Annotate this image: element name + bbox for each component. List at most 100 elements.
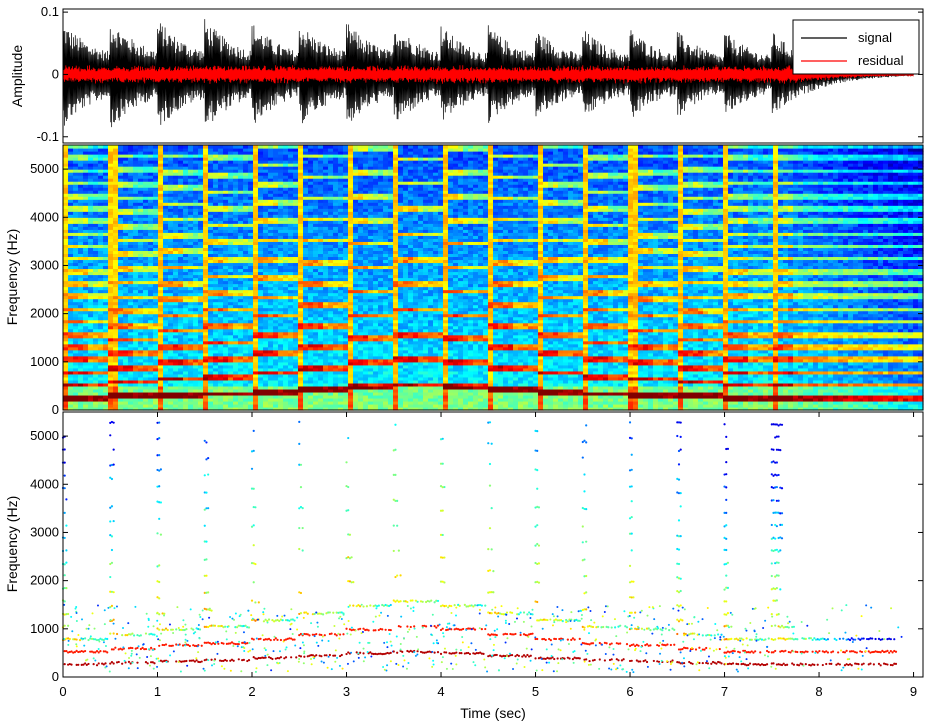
spectrogram-cell (138, 226, 144, 230)
spectrogram-cell (168, 355, 174, 360)
spectrogram-cell (143, 349, 149, 354)
spectrogram-cell (128, 247, 134, 251)
spectrogram-cell (138, 229, 144, 233)
spectrogram-cell (148, 184, 154, 188)
spectrogram-cell (103, 268, 109, 273)
spectrogram-cell (213, 166, 219, 170)
spectrogram-cell (118, 190, 124, 194)
spectrogram-cell (208, 361, 214, 366)
spectrogram-cell (83, 358, 89, 363)
spectrogram-cell (173, 358, 179, 363)
spectrogram-cell (218, 400, 224, 405)
spectrogram-cell (63, 154, 69, 158)
spectrogram-cell (153, 274, 159, 279)
spectrogram-cell (158, 214, 164, 218)
spectrogram-cell (138, 391, 144, 396)
spectrogram-cell (198, 163, 204, 167)
spectrogram-cell (213, 172, 219, 176)
spectrogram-cell (88, 241, 94, 245)
spectrogram-cell (128, 256, 134, 261)
spectrogram-cell (73, 235, 79, 239)
spectrogram-cell (138, 397, 144, 402)
spectrogram-cell (158, 169, 164, 173)
spectrogram-cell (68, 160, 74, 164)
spectrogram-cell (73, 244, 79, 248)
spectrogram-cell (168, 166, 174, 170)
spectrogram-cell (68, 226, 74, 230)
spectrogram-cell (228, 355, 234, 360)
spectrogram-cell (108, 181, 114, 185)
waveform-y-axis-label: Amplitude (9, 45, 25, 107)
spectrogram-cell (143, 304, 149, 309)
spectrogram-cell (133, 400, 139, 405)
spectrogram-cell (233, 370, 239, 375)
spectrogram-cell (228, 229, 234, 233)
spectrogram-cell (83, 346, 89, 351)
spectrogram-cell (118, 388, 124, 393)
spectrogram-cell (153, 352, 159, 357)
spectrogram-cell (148, 193, 154, 197)
spectrogram-cell (203, 268, 209, 273)
spectrogram-cell (163, 280, 169, 285)
spectrogram-cell (78, 232, 84, 236)
spectrogram-cell (148, 220, 154, 224)
spectrogram-cell (238, 379, 244, 384)
spectrogram-cell (233, 337, 239, 342)
spectrogram-cell (218, 319, 224, 324)
spectrogram-cell (83, 154, 89, 158)
spectrogram-cell (133, 169, 139, 173)
spectrogram-cell (133, 316, 139, 321)
spectrogram-cell (193, 154, 199, 158)
spectrogram-cell (73, 307, 79, 312)
spectrogram-cell (223, 196, 229, 200)
spectrogram-cell (73, 274, 79, 279)
spectrogram-cell (178, 172, 184, 176)
spectrogram-cell (208, 169, 214, 173)
spectrogram-cell (108, 229, 114, 233)
spectrogram-cell (213, 406, 219, 411)
spectrogram-cell (173, 199, 179, 203)
spectrogram-cell (113, 304, 119, 309)
spectrogram-cell (233, 184, 239, 188)
spectrogram-cell (158, 145, 164, 149)
spectrogram-cell (193, 322, 199, 327)
spectrogram-cell (108, 364, 114, 369)
spectrogram-cell (188, 148, 194, 152)
spectrogram-cell (208, 385, 214, 390)
spectrogram-cell (223, 241, 229, 245)
spectrogram-cell (73, 403, 79, 408)
spectrogram-cell (193, 238, 199, 242)
spectrogram-cell (128, 334, 134, 339)
spectrogram-cell (203, 394, 209, 399)
spectrogram-cell (108, 211, 114, 215)
spectrogram-cell (98, 151, 104, 155)
spectrogram-cell (183, 385, 189, 390)
spectrogram-cell (113, 226, 119, 230)
spectrogram-cell (233, 175, 239, 179)
spectrogram-cell (183, 226, 189, 230)
spectrogram-cell (128, 382, 134, 387)
spectrogram-cell (208, 316, 214, 321)
spectrogram-cell (113, 259, 119, 264)
spectrogram-cell (238, 391, 244, 396)
spectrogram-cell (198, 181, 204, 185)
spectrogram-cell (83, 208, 89, 212)
spectrogram-cell (238, 280, 244, 285)
spectrogram-cell (63, 151, 69, 155)
spectrogram-cell (218, 202, 224, 206)
spectrogram-cell (93, 352, 99, 357)
spectrogram-cell (233, 199, 239, 203)
spectrogram-cell (163, 376, 169, 381)
spectrogram-cell (188, 370, 194, 375)
spectrogram-cell (93, 184, 99, 188)
spectrogram-cell (223, 376, 229, 381)
spectrogram-cell (93, 253, 99, 258)
spectrogram-cell (138, 370, 144, 375)
spectrogram-cell (203, 157, 209, 161)
spectrogram-cell (148, 310, 154, 315)
spectrogram-cell (158, 289, 164, 294)
spectrogram-cell (228, 163, 234, 167)
spectrogram-cell (233, 205, 239, 209)
spectrogram-cell (133, 337, 139, 342)
spectrogram-cell (213, 205, 219, 209)
